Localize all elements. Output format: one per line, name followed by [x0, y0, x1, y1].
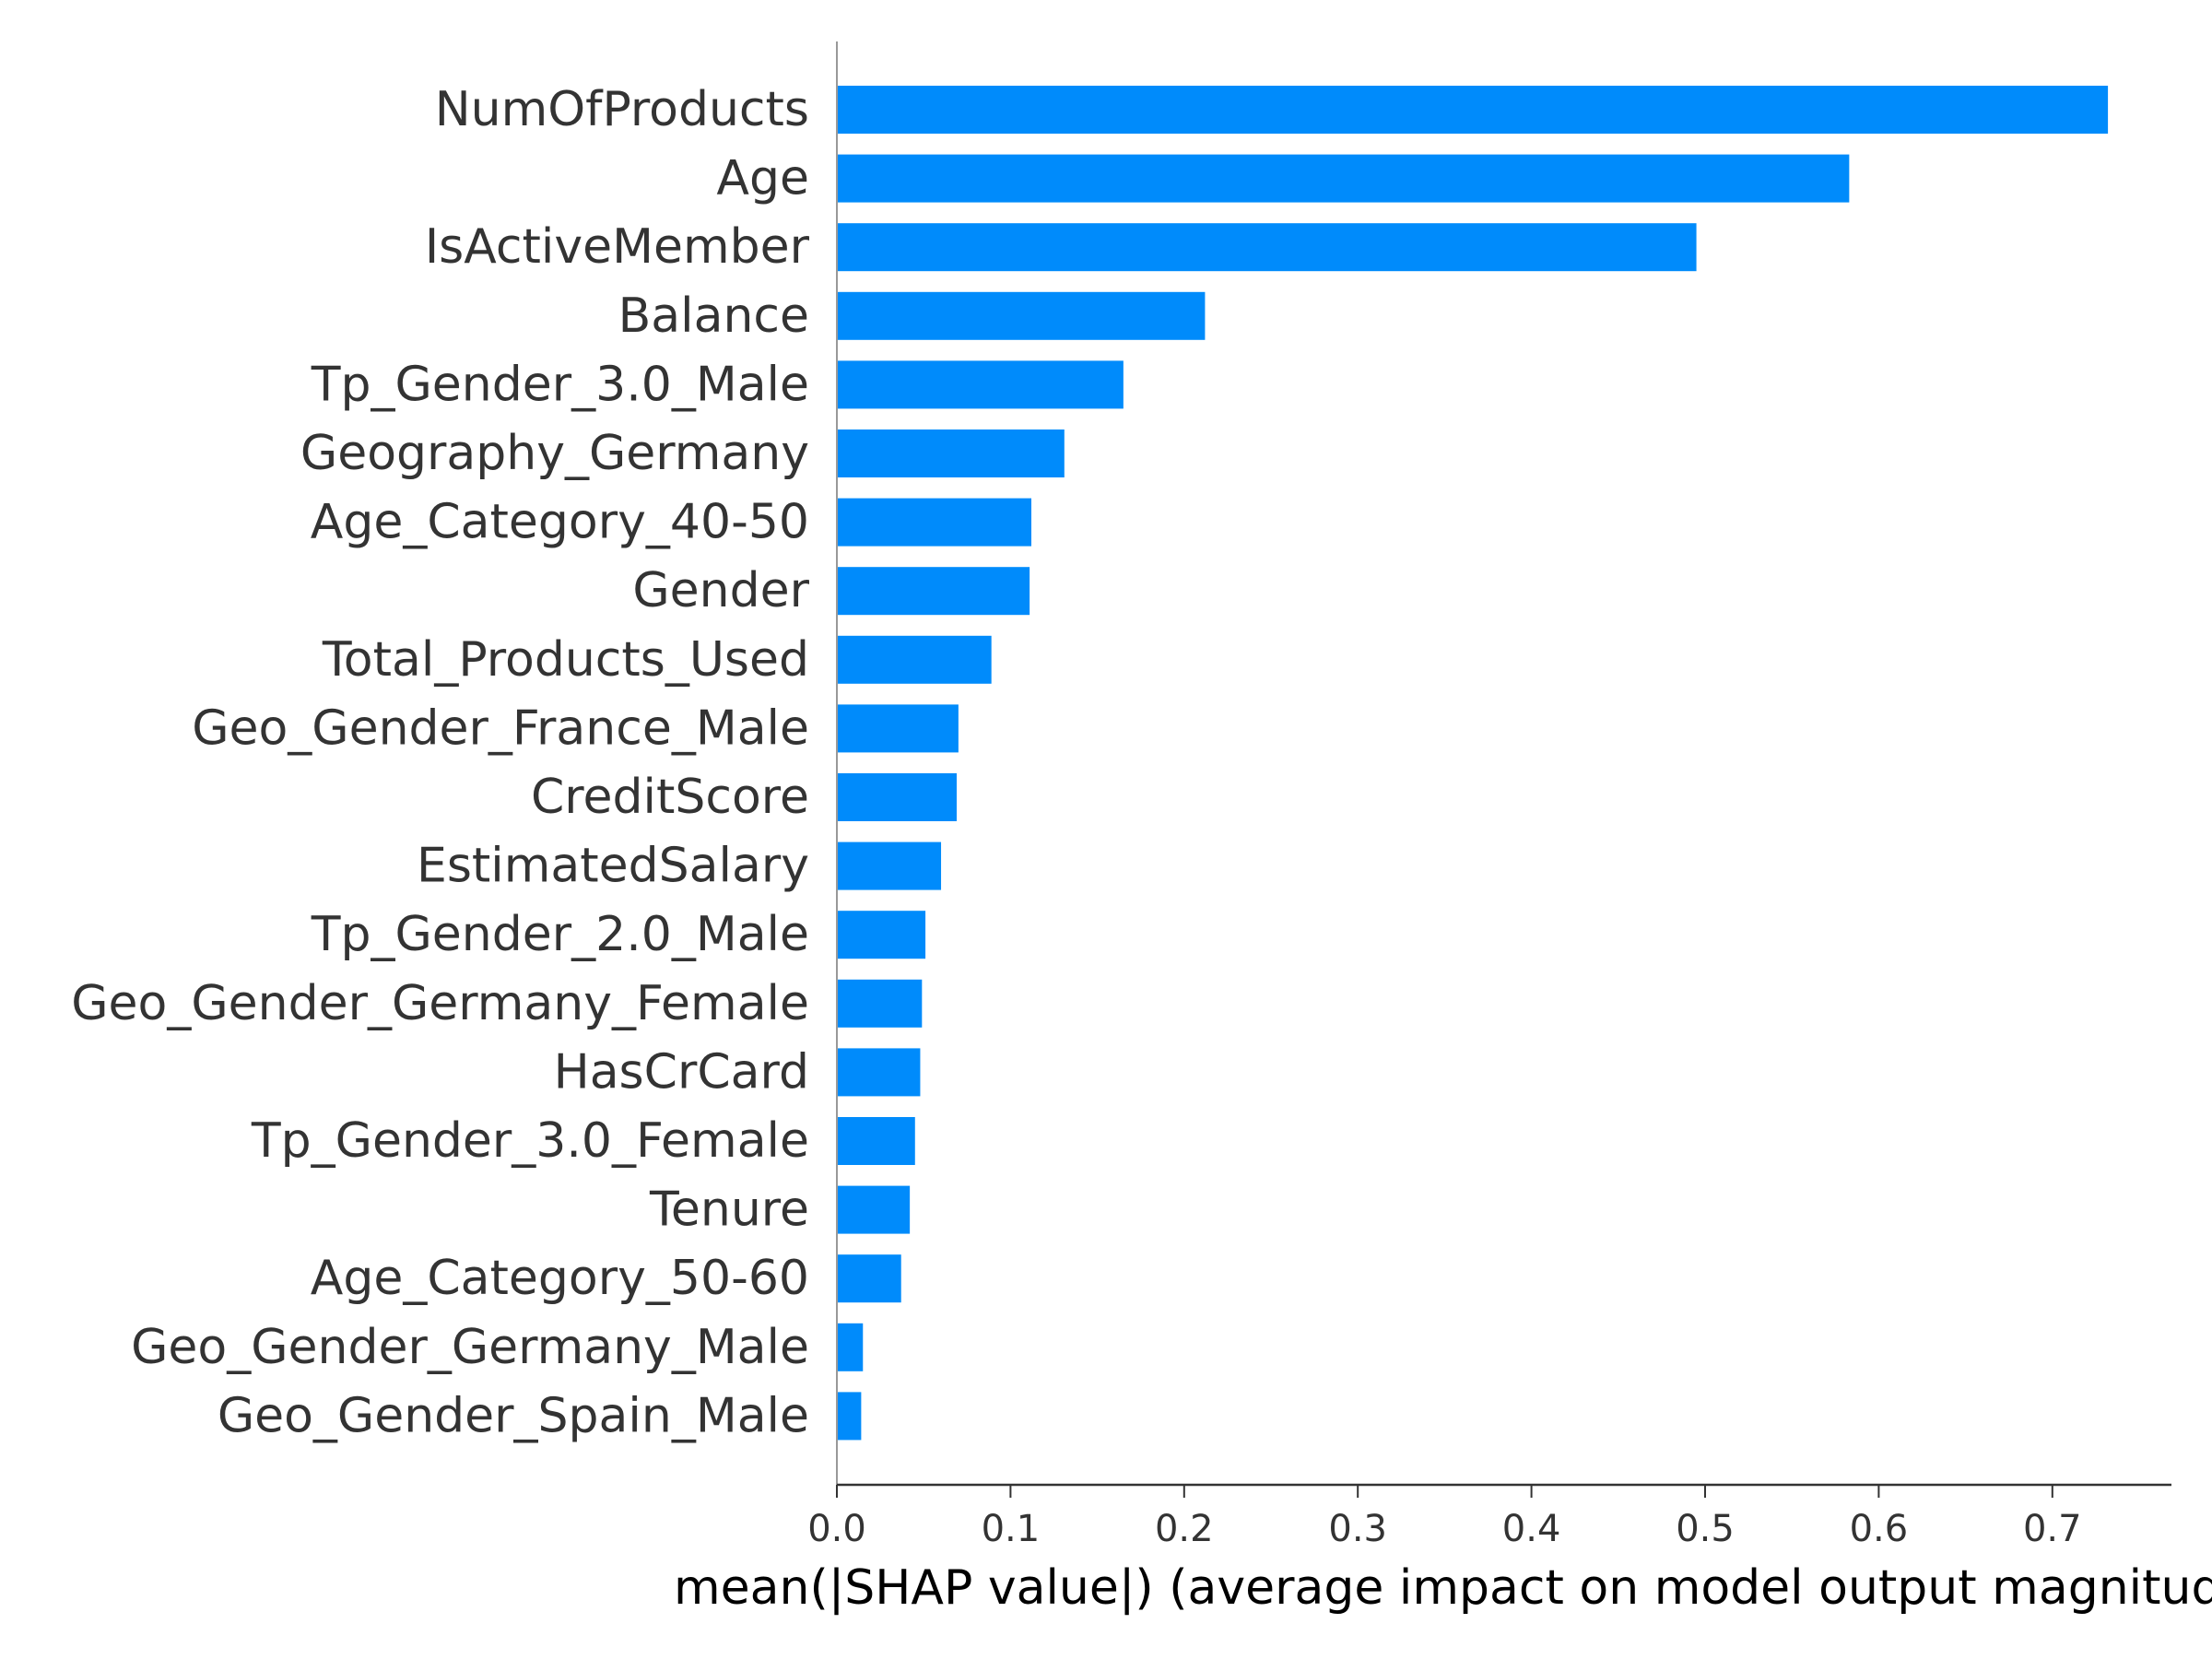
x-tick-label: 0.0 [807, 1508, 866, 1550]
category-label-geo-gender-spain-male: Geo_Gender_Spain_Male [218, 1388, 809, 1443]
category-label-age-category-50-60: Age_Category_50-60 [311, 1251, 809, 1306]
category-label-gender: Gender [632, 563, 809, 618]
bar-tp-gender-3-0-male [837, 360, 1124, 409]
bar-geography-germany [837, 429, 1065, 477]
bar-total-products-used [837, 635, 992, 684]
category-label-hascrcard: HasCrCard [554, 1044, 809, 1100]
bar-tp-gender-3-0-female [837, 1117, 915, 1165]
x-tick-label: 0.2 [1155, 1508, 1214, 1550]
bar-age-category-50-60 [837, 1254, 901, 1303]
category-label-tp-gender-3-0-male: Tp_Gender_3.0_Male [311, 357, 809, 412]
category-label-geo-gender-germany-female: Geo_Gender_Germany_Female [71, 976, 809, 1031]
bar-geo-gender-spain-male [837, 1392, 862, 1441]
x-axis-ticks: 0.0 0.1 0.2 0.3 0.4 0.5 0.6 0.7 [807, 1485, 2082, 1550]
bar-estimatedsalary [837, 841, 942, 890]
category-label-balance: Balance [618, 288, 809, 344]
bar-gender [837, 567, 1030, 616]
bar-tp-gender-2-0-male [837, 911, 926, 959]
bar-geo-gender-germany-male [837, 1323, 864, 1371]
bar-geo-gender-germany-female [837, 979, 923, 1028]
category-label-numofproducts: NumOfProducts [435, 82, 809, 137]
bar-hascrcard [837, 1048, 921, 1097]
bar-balance [837, 291, 1206, 340]
x-tick-label: 0.3 [1328, 1508, 1387, 1550]
category-label-tp-gender-2-0-male: Tp_Gender_2.0_Male [311, 907, 809, 962]
bar-geo-gender-france-male [837, 704, 959, 753]
bar-isactivemember [837, 223, 1697, 272]
category-label-geo-gender-germany-male: Geo_Gender_Germany_Male [131, 1320, 809, 1375]
category-label-estimatedsalary: EstimatedSalary [417, 839, 809, 894]
category-label-age: Age [716, 151, 809, 206]
category-label-tp-gender-3-0-female: Tp_Gender_3.0_Female [251, 1113, 809, 1169]
category-label-age-category-40-50: Age_Category_40-50 [311, 495, 809, 550]
category-label-isactivemember: IsActiveMember [425, 219, 810, 275]
x-tick-label: 0.7 [2023, 1508, 2082, 1550]
category-labels: NumOfProducts Age IsActiveMember Balance Tp_… [71, 82, 809, 1443]
category-label-total-products-used: Total_Products_Used [322, 632, 809, 688]
category-label-tenure: Tenure [649, 1182, 809, 1238]
x-tick-label: 0.5 [1676, 1508, 1735, 1550]
category-label-geography-germany: Geography_Germany [300, 426, 809, 481]
bar-creditscore [837, 773, 957, 821]
x-tick-label: 0.1 [982, 1508, 1041, 1550]
bar-numofproducts [837, 86, 2109, 134]
category-label-geo-gender-france-male: Geo_Gender_France_Male [192, 700, 809, 756]
x-axis-title: mean(|SHAP value|) (average impact on mo… [674, 1560, 2212, 1616]
x-tick-label: 0.6 [1850, 1508, 1909, 1550]
category-label-creditscore: CreditScore [531, 770, 809, 825]
x-tick-label: 0.4 [1502, 1508, 1561, 1550]
bars-group [837, 86, 2109, 1441]
bar-age [837, 154, 1850, 203]
bar-age-category-40-50 [837, 498, 1032, 547]
bar-tenure [837, 1185, 911, 1234]
